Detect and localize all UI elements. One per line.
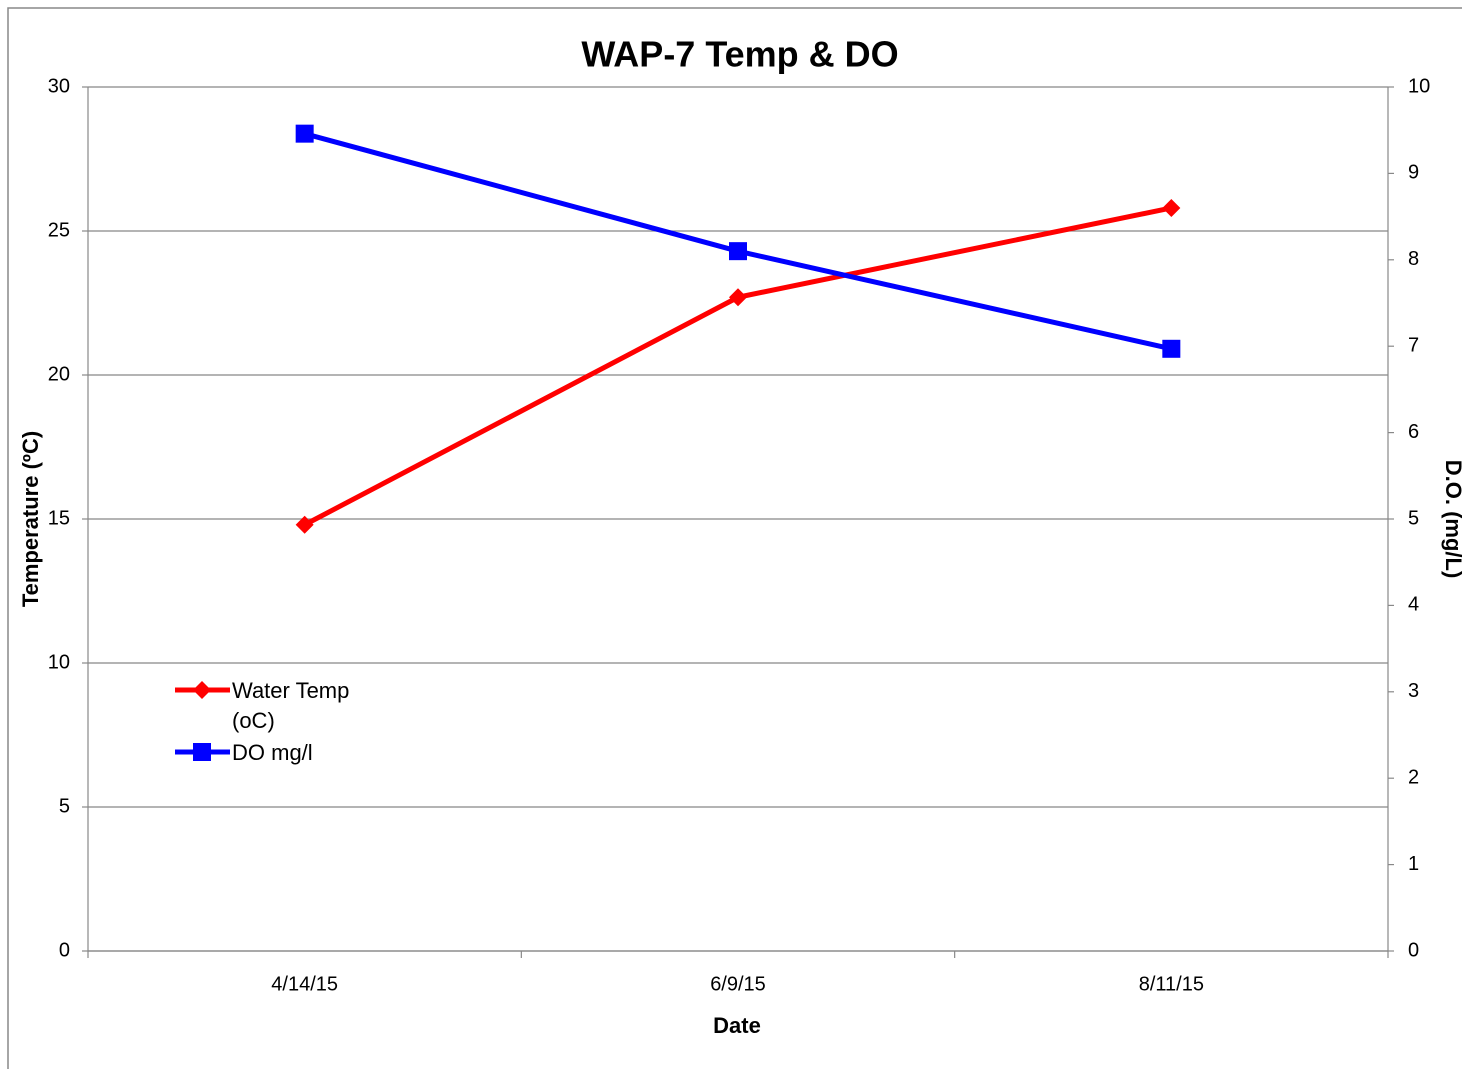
- legend-label: Water Temp (oC): [232, 678, 350, 733]
- y-tick-label: 20: [48, 363, 70, 385]
- x-tick-label: 4/14/15: [271, 973, 338, 995]
- y-tick-label: 15: [48, 507, 70, 529]
- y2-tick-label: 2: [1408, 766, 1419, 788]
- y2-tick-label: 9: [1408, 162, 1419, 184]
- y2-tick-label: 10: [1408, 75, 1430, 97]
- y-tick-label: 25: [48, 219, 70, 241]
- y2-axis-label: D.O. (mg/L): [1441, 460, 1462, 579]
- y2-tick-label: 5: [1408, 507, 1419, 529]
- y-tick-label: 10: [48, 651, 70, 673]
- data-point: [729, 242, 747, 261]
- y-axis-label: Temperature (ºC): [18, 431, 43, 607]
- data-point: [295, 515, 314, 534]
- y2-tick-label: 3: [1408, 680, 1419, 702]
- data-point: [1162, 198, 1181, 217]
- y-tick-label: 30: [48, 75, 70, 97]
- x-axis-label: Date: [713, 1013, 761, 1038]
- x-tick-label: 6/9/15: [710, 973, 766, 995]
- y-tick-label: 0: [59, 939, 70, 961]
- data-point: [1162, 339, 1181, 358]
- y2-tick-label: 7: [1408, 334, 1419, 356]
- data-point: [295, 124, 314, 143]
- legend-marker: [193, 743, 211, 761]
- y2-tick-label: 6: [1408, 421, 1419, 443]
- y2-tick-label: 8: [1408, 248, 1419, 270]
- chart-frame: [7, 7, 1462, 1069]
- legend-marker: [193, 681, 211, 699]
- chart-title: WAP-7 Temp & DO: [581, 34, 898, 75]
- y2-tick-label: 4: [1408, 594, 1419, 616]
- data-point: [729, 288, 747, 307]
- y-tick-label: 5: [59, 795, 70, 817]
- y2-tick-label: 1: [1408, 853, 1419, 875]
- x-tick-label: 8/11/15: [1139, 973, 1204, 995]
- y2-tick-label: 0: [1408, 939, 1419, 961]
- legend-label: DO mg/l: [232, 740, 313, 765]
